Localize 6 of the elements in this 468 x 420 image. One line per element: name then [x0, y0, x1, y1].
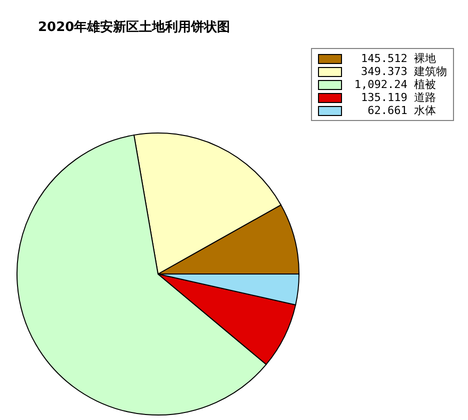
- legend-label: 145.512 裸地: [360, 52, 436, 65]
- legend-label: 349.373 建筑物: [360, 65, 447, 78]
- legend-label: 62.661 水体: [366, 104, 436, 117]
- legend-label: 1,092.24 植被: [353, 78, 436, 91]
- chart-title: 2020年雄安新区土地利用饼状图: [38, 18, 230, 36]
- legend-label: 135.119 道路: [360, 91, 436, 104]
